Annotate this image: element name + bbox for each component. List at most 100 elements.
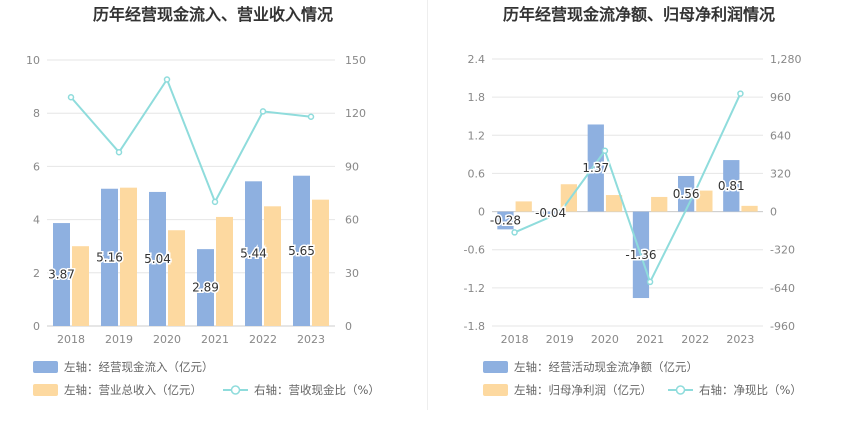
bar-primary xyxy=(497,211,514,230)
bar-data-label: -0.04 xyxy=(535,206,566,220)
left-axis-tick: 10 xyxy=(26,54,40,67)
bar-secondary xyxy=(264,206,281,326)
left-axis-tick: 4 xyxy=(33,214,40,227)
bar-primary xyxy=(149,191,166,326)
x-axis-tick: 2023 xyxy=(726,333,754,346)
legend-label-primary: 左轴：经营现金流入（亿元） xyxy=(64,360,214,374)
legend-swatch-primary xyxy=(33,361,58,373)
bar-secondary xyxy=(168,230,185,326)
ratio-line-point xyxy=(163,76,171,83)
bar-primary xyxy=(723,160,740,212)
bar-primary xyxy=(245,181,262,326)
ratio-line-point xyxy=(259,108,267,115)
legend-swatch-secondary xyxy=(33,384,58,396)
right-axis-tick: 60 xyxy=(345,214,359,227)
left-axis-tick: 0 xyxy=(33,320,40,333)
x-axis-tick: 2022 xyxy=(681,333,709,346)
bar-secondary xyxy=(651,196,668,212)
bar-secondary xyxy=(216,216,233,326)
left-axis-tick: -0.6 xyxy=(464,244,485,257)
right-axis-tick: 640 xyxy=(770,129,791,142)
legend-label-line: 右轴：营收现金比（%） xyxy=(254,383,380,397)
bar-data-label: 2.89 xyxy=(192,281,219,295)
right-axis-tick: 0 xyxy=(770,206,777,219)
ratio-line-point xyxy=(115,148,123,156)
ratio-line-point xyxy=(211,198,219,206)
ratio-line-point xyxy=(646,278,654,286)
left-axis-tick: -1.2 xyxy=(464,282,485,295)
chart-cashflow-revenue: 历年经营现金流入、营业收入情况 0 2 4 6 8 10 0 30 60 90 120 150 2018 2… xyxy=(26,5,380,397)
right-axis-tick: -640 xyxy=(770,282,795,295)
right-axis-tick: 320 xyxy=(770,167,791,180)
x-axis-tick: 2023 xyxy=(297,333,325,346)
legend-swatch-line-point xyxy=(230,385,241,395)
bar-secondary xyxy=(515,201,532,212)
ratio-line-point xyxy=(67,93,75,101)
x-axis-tick: 2019 xyxy=(105,333,133,346)
left-axis-tick: 0.6 xyxy=(468,167,486,180)
bar-primary xyxy=(587,124,604,212)
right-axis-tick: -960 xyxy=(770,320,795,333)
bar-secondary xyxy=(120,187,137,326)
bar-primary xyxy=(101,188,118,326)
legend-swatch-primary xyxy=(483,361,508,373)
right-axis-tick: -320 xyxy=(770,244,795,257)
right-axis-tick: 150 xyxy=(345,54,366,67)
bar-data-label: 0.81 xyxy=(718,179,745,193)
left-axis-tick: 2 xyxy=(33,267,40,280)
legend-swatch-line-point xyxy=(675,385,686,395)
bar-secondary xyxy=(741,205,758,212)
left-axis-tick: 1.2 xyxy=(468,129,486,142)
bar-data-label: 1.37 xyxy=(582,161,609,175)
left-axis-tick: -1.8 xyxy=(464,320,485,333)
bar-data-label: 5.04 xyxy=(144,252,171,266)
legend-label-secondary: 左轴：营业总收入（亿元） xyxy=(64,383,202,397)
right-axis-tick: 30 xyxy=(345,267,359,280)
bar-primary xyxy=(53,223,70,326)
legend-label-line: 右轴：净现比（%） xyxy=(699,383,802,397)
left-axis-tick: 6 xyxy=(33,160,40,173)
right-axis-tick: 0 xyxy=(345,320,352,333)
bar-data-label: 3.87 xyxy=(48,268,75,282)
left-axis-tick: 0 xyxy=(478,206,485,219)
ratio-line-point xyxy=(511,229,518,236)
chart-title: 历年经营现金流入、营业收入情况 xyxy=(93,5,333,24)
bar-data-label: 5.65 xyxy=(288,244,315,258)
bar-data-label: 5.44 xyxy=(240,247,267,261)
right-axis-tick: 90 xyxy=(345,160,359,173)
x-axis-tick: 2019 xyxy=(546,333,574,346)
x-axis-tick: 2020 xyxy=(591,333,619,346)
left-axis-tick: 8 xyxy=(33,107,40,120)
left-axis-tick: 2.4 xyxy=(468,53,486,66)
bar-data-label: -0.28 xyxy=(490,213,521,227)
chart-netcash-profit: 历年经营现金流净额、归母净利润情况 -1.8 -1.2 -0.6 0 0.6 1.2 1.8 2… xyxy=(464,5,802,397)
bar-primary xyxy=(542,211,559,215)
left-axis-tick: 1.8 xyxy=(468,91,486,104)
chart-title: 历年经营现金流净额、归母净利润情况 xyxy=(503,5,775,24)
panel-divider xyxy=(427,0,428,410)
ratio-line-point xyxy=(601,147,609,155)
x-axis-tick: 2021 xyxy=(636,333,664,346)
right-axis-tick: 1,280 xyxy=(770,53,802,66)
x-axis-tick: 2021 xyxy=(201,333,229,346)
ratio-line-point xyxy=(737,90,744,97)
x-axis-tick: 2022 xyxy=(249,333,277,346)
ratio-line-point xyxy=(307,113,315,120)
x-axis-tick: 2018 xyxy=(501,333,529,346)
bar-data-label: -1.36 xyxy=(625,248,656,262)
bar-secondary xyxy=(696,190,713,212)
legend-label-primary: 左轴：经营活动现金流净额（亿元） xyxy=(514,360,698,374)
ratio-line xyxy=(514,93,742,285)
legend-swatch-secondary xyxy=(483,384,508,396)
right-axis-tick: 960 xyxy=(770,91,791,104)
right-axis-tick: 120 xyxy=(345,107,366,120)
bar-secondary xyxy=(605,195,623,212)
bar-data-label: 0.56 xyxy=(673,187,700,201)
bar-secondary xyxy=(72,246,89,326)
bar-data-label: 5.16 xyxy=(96,250,123,264)
ratio-line xyxy=(70,77,312,205)
bar-secondary xyxy=(312,199,329,326)
bar-primary xyxy=(197,249,214,326)
ratio-line-point xyxy=(692,188,699,195)
